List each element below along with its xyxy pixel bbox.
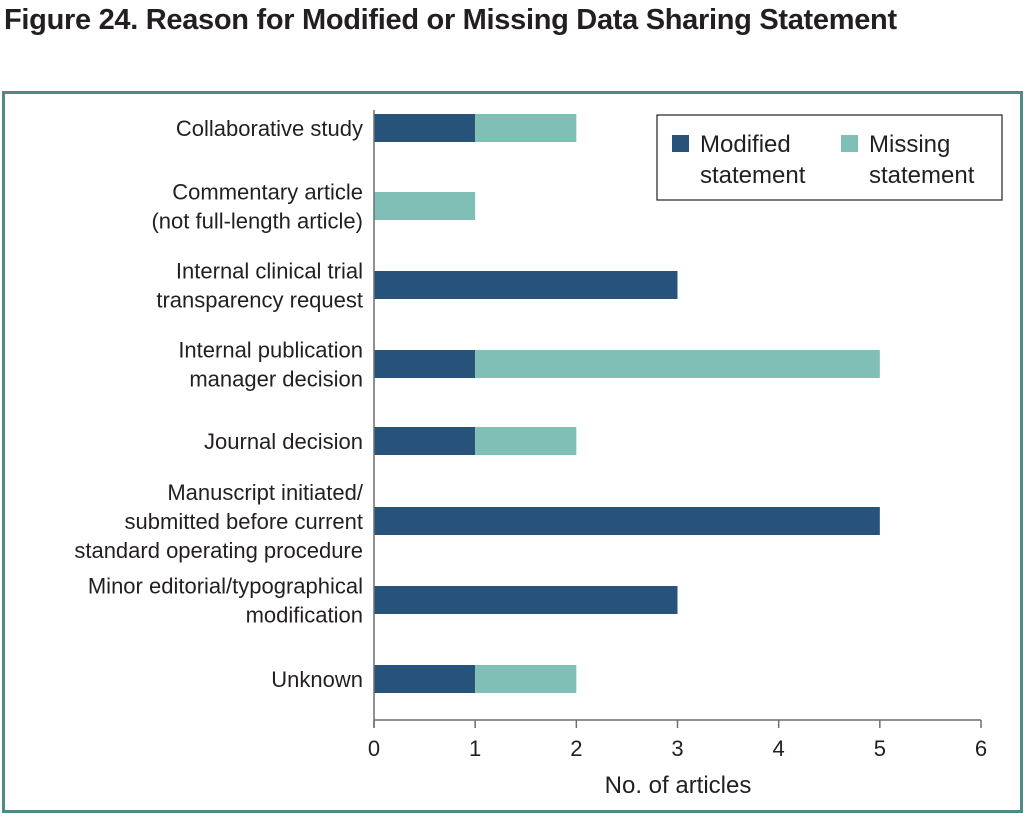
bar-modified	[374, 271, 678, 299]
category-label: Internal clinical trial	[176, 259, 363, 284]
bar-modified	[374, 114, 476, 142]
category-label: Journal decision	[204, 429, 363, 454]
legend-label: statement	[869, 162, 975, 189]
x-tick-label: 3	[671, 736, 683, 761]
legend-label: statement	[700, 162, 806, 189]
bar-modified	[374, 665, 476, 693]
category-label: Internal publication	[178, 338, 363, 363]
bar-modified	[374, 427, 476, 455]
x-tick-label: 0	[368, 736, 380, 761]
x-tick-label: 6	[975, 736, 987, 761]
bar-missing	[475, 665, 577, 693]
x-tick-label: 4	[773, 736, 785, 761]
category-label: Collaborative study	[176, 116, 363, 141]
legend-box	[656, 114, 1003, 201]
category-label: transparency request	[156, 288, 363, 313]
category-label: Unknown	[271, 667, 363, 692]
legend-label: Modified	[700, 131, 791, 158]
category-label: (not full-length article)	[151, 209, 363, 234]
x-tick-label: 2	[570, 736, 582, 761]
x-tick-label: 1	[469, 736, 481, 761]
bar-modified	[374, 507, 880, 535]
bar-missing	[374, 192, 476, 220]
legend-label: Missing	[869, 131, 950, 158]
chart-title: Figure 24. Reason for Modified or Missin…	[4, 4, 897, 36]
chart-frame	[2, 91, 1023, 813]
bar-missing	[475, 427, 577, 455]
x-tick-label: 5	[874, 736, 886, 761]
category-label: manager decision	[189, 367, 363, 392]
category-label: modification	[246, 603, 363, 628]
x-axis-title: No. of articles	[605, 772, 752, 799]
category-label: Manuscript initiated/	[167, 480, 364, 505]
category-label: submitted before current	[125, 509, 363, 534]
category-label: Commentary article	[172, 180, 363, 205]
category-label: standard operating procedure	[74, 538, 363, 563]
legend-swatch-missing	[841, 135, 858, 152]
category-label: Minor editorial/typographical	[88, 574, 363, 599]
bar-modified	[374, 350, 476, 378]
bar-missing	[475, 114, 577, 142]
legend-swatch-modified	[672, 135, 689, 152]
bar-modified	[374, 586, 678, 614]
bar-missing	[475, 350, 880, 378]
